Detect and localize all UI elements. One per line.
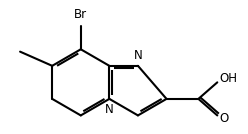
Text: N: N — [105, 103, 114, 116]
Text: N: N — [134, 49, 142, 62]
Text: OH: OH — [220, 72, 238, 85]
Text: Br: Br — [74, 8, 87, 21]
Text: O: O — [220, 112, 229, 125]
